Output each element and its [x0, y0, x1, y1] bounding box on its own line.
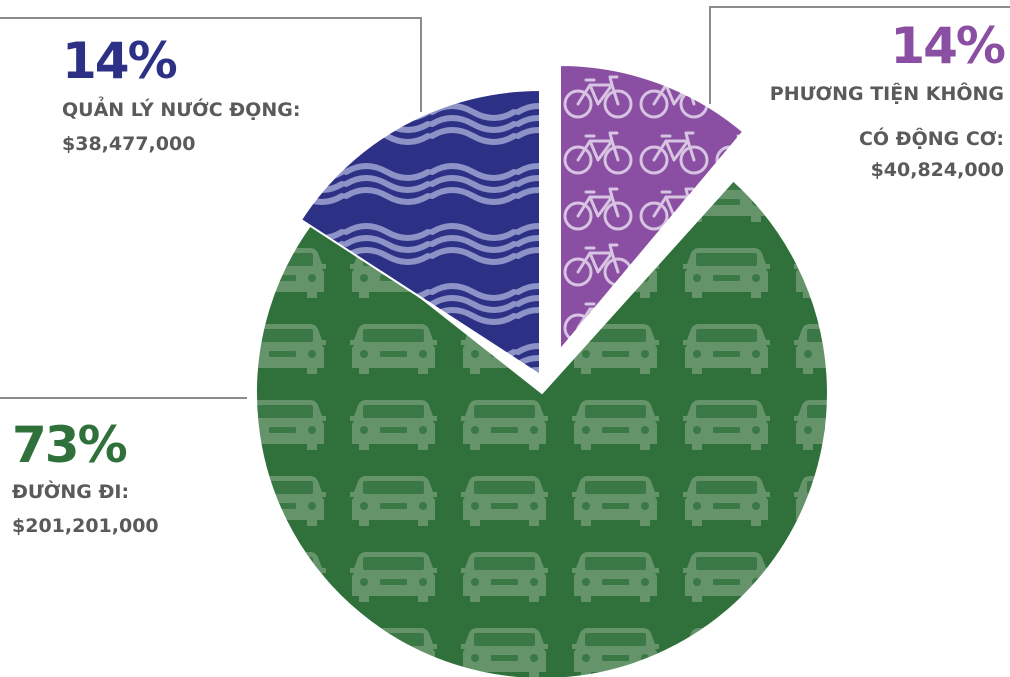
water-callout-line [0, 17, 422, 19]
bike-category-label: CÓ ĐỘNG CƠ: [858, 128, 1004, 150]
water-amount-label: $38,477,000 [62, 133, 196, 155]
roads-percent-label: 73% [12, 416, 128, 474]
bike-category-label: PHƯƠNG TIỆN KHÔNG [769, 83, 1004, 105]
roads-amount-label: $201,201,000 [12, 515, 159, 537]
bike-percent-label: 14% [890, 17, 1006, 75]
bike-amount-label: $40,824,000 [870, 159, 1004, 181]
bike-callout-line [709, 6, 711, 104]
water-callout-line [420, 17, 422, 112]
roads-category-label: ĐƯỜNG ĐI: [12, 481, 130, 503]
bike-slice [559, 63, 745, 353]
roads-slice [255, 179, 829, 677]
water-slice [299, 88, 541, 377]
roads-callout-line [0, 397, 247, 399]
bike-callout-line [709, 6, 1010, 8]
water-percent-label: 14% [62, 32, 178, 90]
water-category-label: QUẢN LÝ NƯỚC ĐỌNG: [62, 99, 301, 121]
